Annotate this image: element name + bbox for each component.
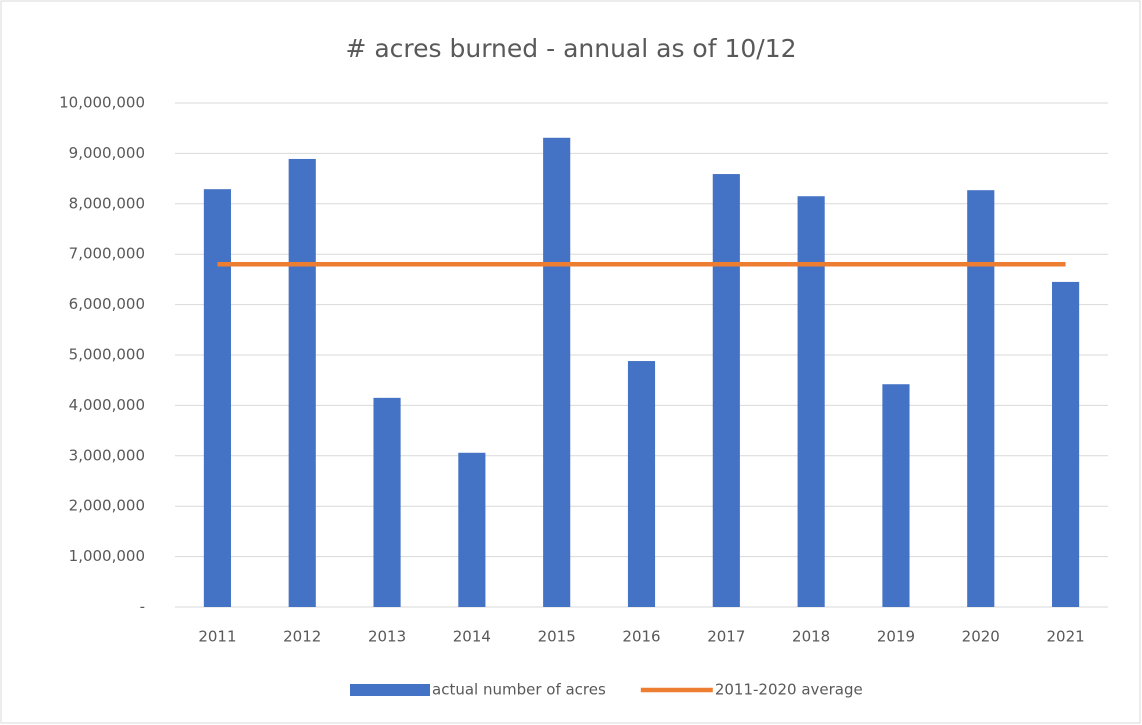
x-tick-label: 2013 (368, 628, 406, 646)
x-tick-label: 2019 (877, 628, 915, 646)
bar (543, 137, 571, 607)
x-tick-label: 2021 (1046, 628, 1084, 646)
bar (712, 174, 740, 607)
y-tick-label: 9,000,000 (69, 144, 145, 162)
x-tick-label: 2011 (198, 628, 236, 646)
x-tick-label: 2016 (622, 628, 660, 646)
y-tick-label: - (140, 598, 145, 616)
y-tick-label: 1,000,000 (69, 547, 145, 565)
bar (373, 397, 401, 607)
chart-title: # acres burned - annual as of 10/12 (345, 34, 796, 63)
y-tick-label: 10,000,000 (59, 94, 145, 112)
y-tick-label: 5,000,000 (69, 346, 145, 364)
x-tick-label: 2018 (792, 628, 830, 646)
legend-swatch (350, 684, 430, 696)
bar (797, 196, 825, 608)
x-tick-label: 2015 (538, 628, 576, 646)
y-tick-label: 4,000,000 (69, 396, 145, 414)
x-tick-label: 2014 (453, 628, 491, 646)
y-tick-label: 2,000,000 (69, 497, 145, 515)
x-tick-label: 2012 (283, 628, 321, 646)
legend-label: actual number of acres (432, 681, 606, 699)
bar (458, 452, 486, 607)
legend-label: 2011-2020 average (715, 681, 863, 699)
bar (203, 189, 231, 607)
bar (288, 158, 316, 607)
y-tick-label: 7,000,000 (69, 245, 145, 263)
bar (1052, 281, 1080, 607)
bar (967, 190, 995, 607)
x-tick-label: 2017 (707, 628, 745, 646)
x-tick-label: 2020 (962, 628, 1000, 646)
bar (627, 361, 656, 607)
y-tick-label: 6,000,000 (69, 295, 145, 313)
y-tick-label: 3,000,000 (69, 446, 145, 464)
bar (882, 384, 910, 607)
y-tick-label: 8,000,000 (69, 194, 145, 212)
